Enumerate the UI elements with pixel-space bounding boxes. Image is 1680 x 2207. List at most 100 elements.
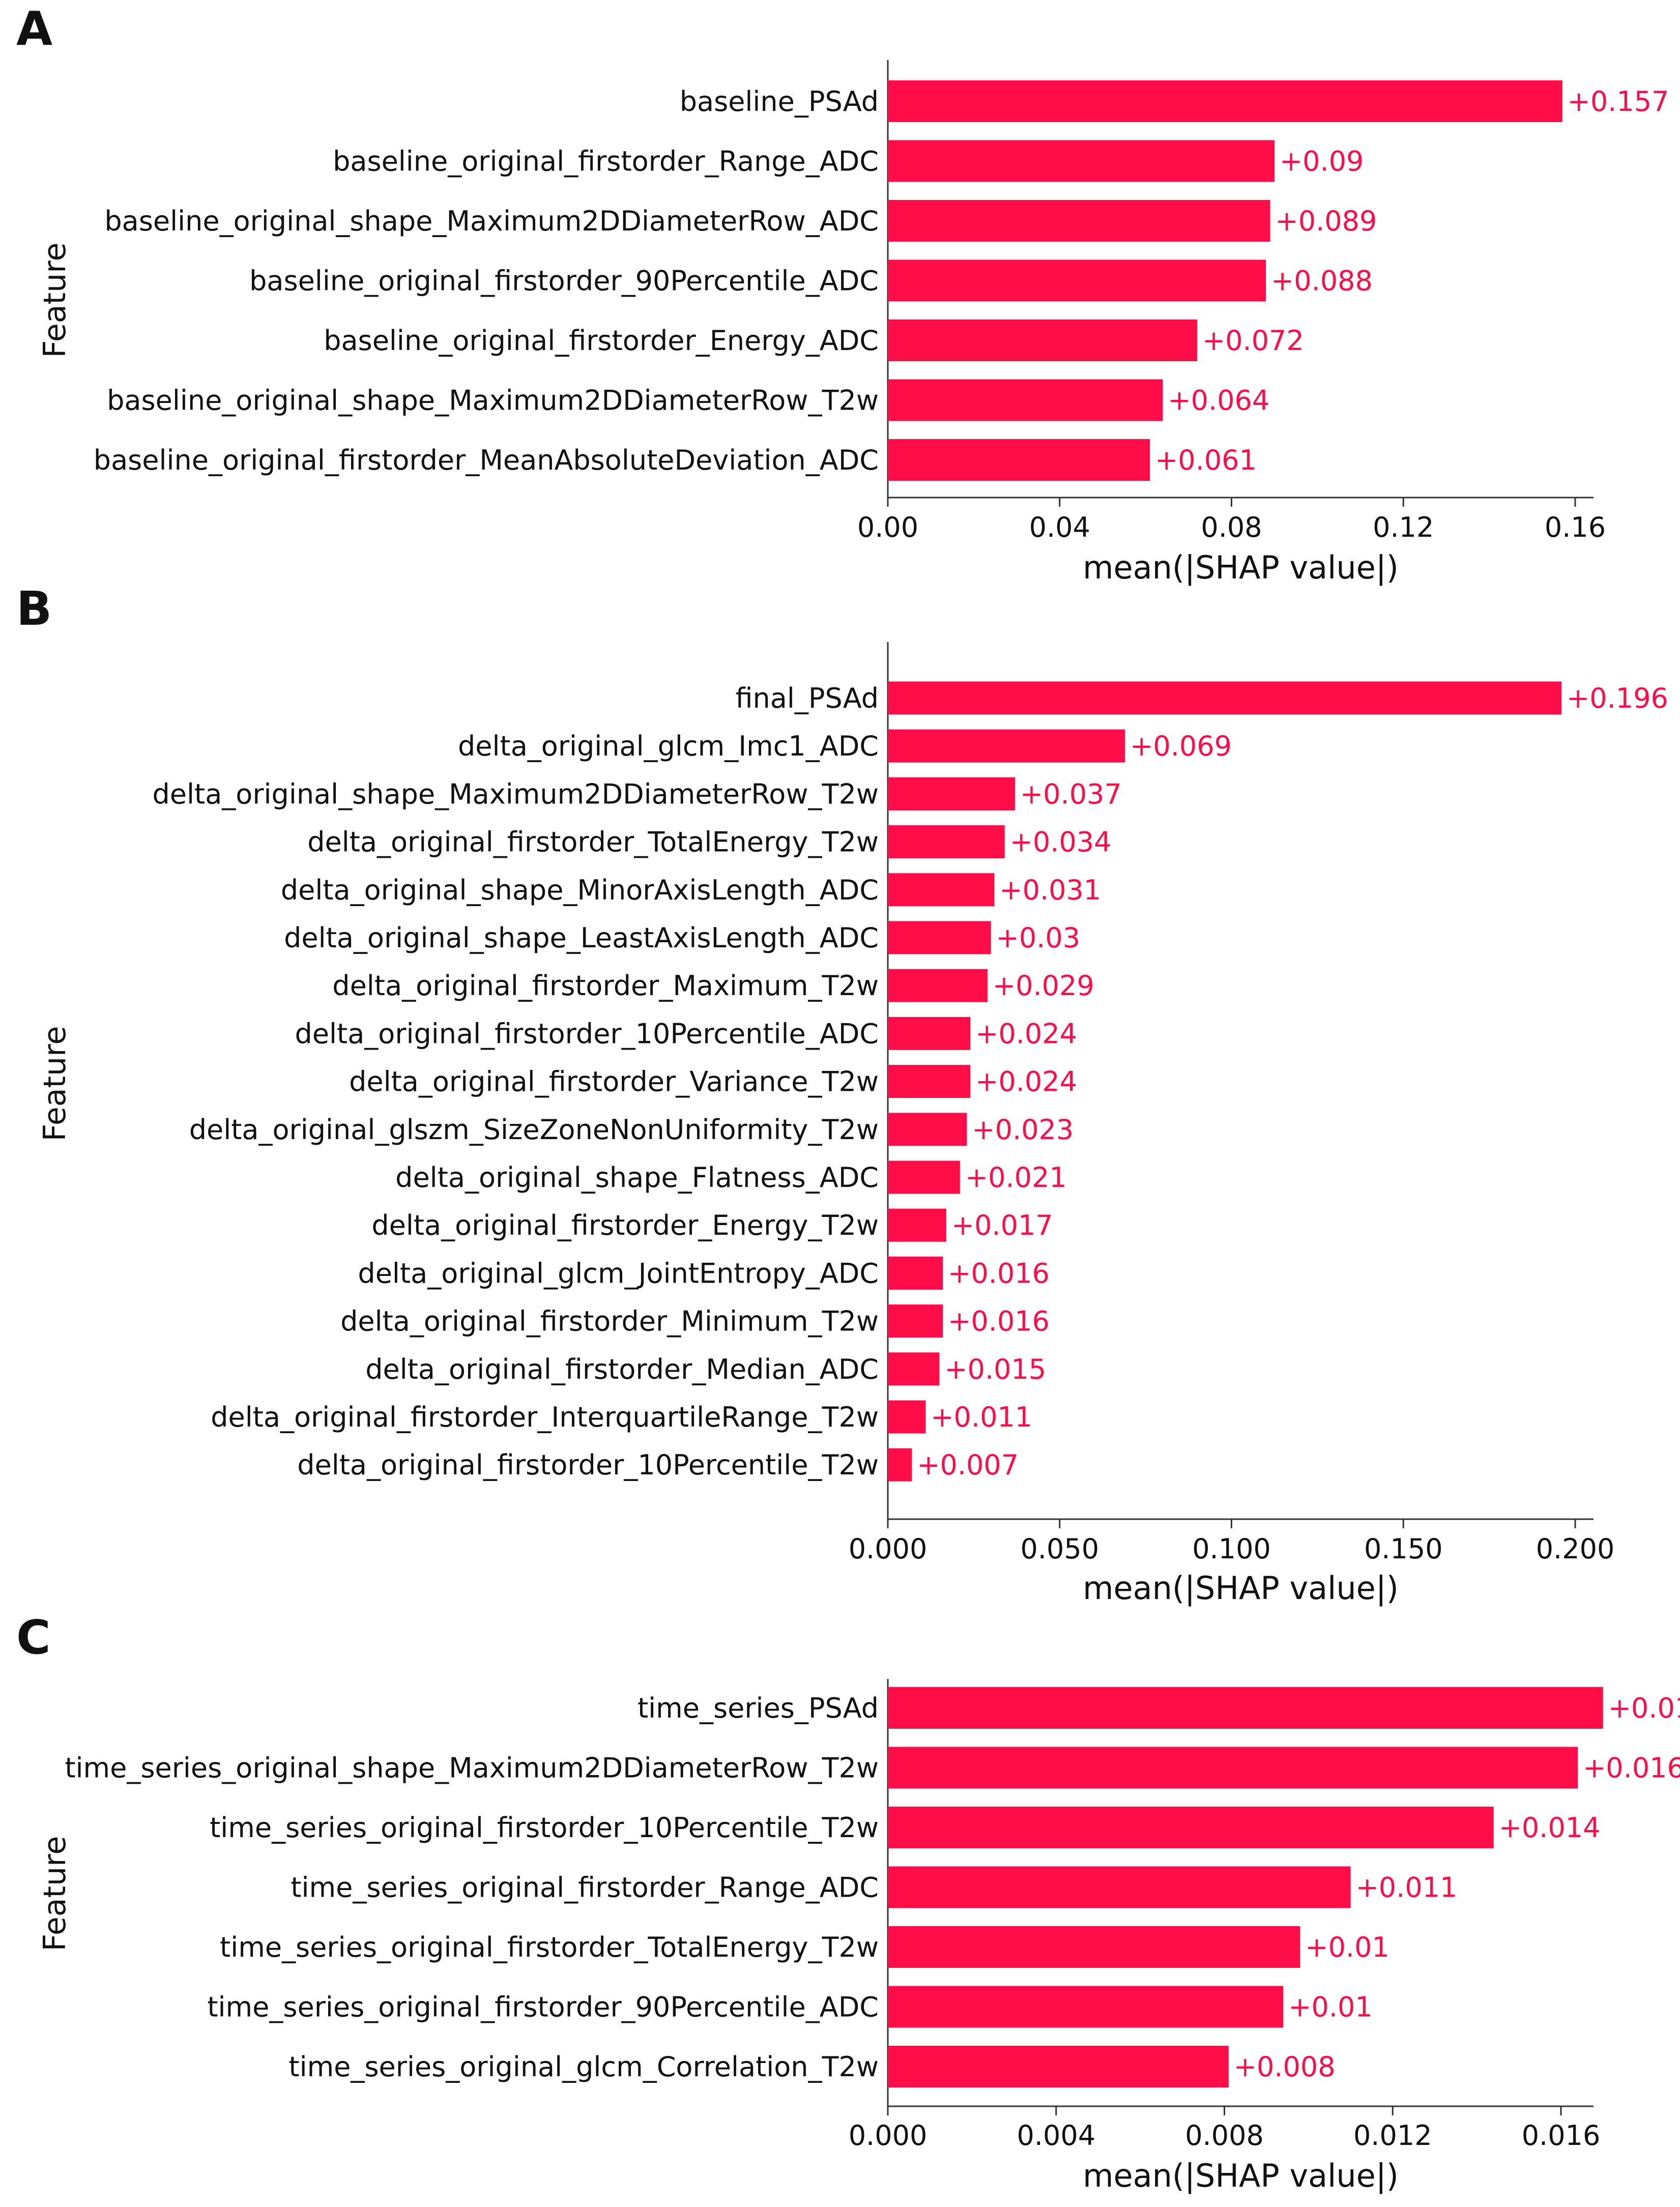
feature-label: baseline_original_shape_Maximum2DDiamete…	[104, 205, 879, 237]
bar	[888, 921, 991, 954]
value-label: +0.011	[931, 1401, 1032, 1433]
x-tick-label: 0.050	[1020, 1533, 1099, 1565]
feature-label: delta_original_firstorder_TotalEnergy_T2…	[307, 826, 879, 858]
feature-label: delta_original_shape_MinorAxisLength_ADC	[281, 874, 879, 906]
bar	[888, 729, 1125, 763]
bar	[888, 439, 1150, 481]
feature-label: baseline_original_firstorder_90Percentil…	[249, 265, 879, 297]
value-label: +0.157	[1568, 85, 1669, 118]
x-tick-label: 0.08	[1201, 511, 1262, 543]
bar	[888, 80, 1562, 122]
bar	[888, 140, 1275, 182]
shap-panel-c: C Feature 0.000 0.004 0.008 0.012 0.016 mean(|S…	[16, 1610, 1680, 2195]
x-tick-label: 0.00	[857, 511, 918, 543]
bar	[888, 1866, 1351, 1908]
x-tick-label: 0.150	[1364, 1533, 1443, 1565]
value-label: +0.03	[996, 922, 1080, 954]
feature-label: delta_original_glszm_SizeZoneNonUniformi…	[189, 1114, 879, 1146]
bar	[888, 873, 995, 907]
x-tick-label: 0.000	[849, 2119, 928, 2152]
feature-label: delta_original_firstorder_Minimum_T2w	[340, 1305, 879, 1338]
feature-label: time_series_original_glcm_Correlation_T2…	[288, 2051, 879, 2083]
value-label: +0.011	[1356, 1872, 1458, 1904]
x-tick-label: 0.16	[1545, 511, 1606, 543]
value-label: +0.014	[1499, 1812, 1601, 1844]
x-axis-label: mean(|SHAP value|)	[1083, 2157, 1399, 2195]
value-label: +0.196	[1567, 682, 1668, 714]
value-label: +0.007	[917, 1449, 1019, 1481]
x-tick-label: 0.12	[1373, 511, 1434, 543]
value-label: +0.061	[1155, 444, 1257, 476]
feature-label: delta_original_firstorder_Maximum_T2w	[332, 970, 879, 1002]
value-label: +0.017	[951, 1209, 1053, 1241]
x-tick-label: 0.008	[1185, 2119, 1264, 2152]
value-label: +0.015	[944, 1353, 1046, 1385]
bar	[888, 1687, 1603, 1729]
y-axis-label: Feature	[37, 1026, 73, 1142]
feature-label: time_series_original_firstorder_10Percen…	[210, 1812, 879, 1844]
value-label: +0.029	[993, 970, 1094, 1002]
value-label: +0.016	[948, 1257, 1050, 1289]
bar	[888, 200, 1270, 242]
bar	[888, 969, 988, 1002]
x-axis-label: mean(|SHAP value|)	[1083, 1570, 1399, 1607]
x-tick-label: 0.04	[1029, 511, 1090, 543]
value-label: +0.037	[1020, 778, 1122, 810]
bar	[888, 1160, 960, 1194]
value-label: +0.072	[1202, 325, 1304, 357]
feature-label: baseline_original_firstorder_MeanAbsolut…	[94, 444, 879, 476]
bar	[888, 320, 1197, 361]
feature-label: delta_original_firstorder_Median_ADC	[365, 1353, 879, 1385]
feature-label: delta_original_firstorder_Energy_T2w	[371, 1209, 879, 1241]
bar	[888, 259, 1266, 302]
x-tick-label: 0.000	[849, 1533, 928, 1565]
value-label: +0.064	[1168, 385, 1269, 417]
shap-panel-b: B Feature 0.000 0.050 0.100 0.150 0.200 mean(|S…	[16, 582, 1668, 1607]
feature-label: baseline_original_shape_Maximum2DDiamete…	[107, 385, 879, 417]
bar	[888, 1017, 971, 1050]
feature-label: baseline_PSAd	[680, 85, 879, 118]
bar	[888, 1065, 971, 1098]
value-label: +0.088	[1271, 265, 1373, 297]
panel-label: B	[16, 582, 52, 636]
bar	[888, 825, 1005, 859]
value-label: +0.016	[948, 1305, 1050, 1338]
feature-label: delta_original_firstorder_10Percentile_A…	[295, 1018, 879, 1050]
feature-label: time_series_PSAd	[638, 1692, 879, 1724]
feature-label: delta_original_glcm_Imc1_ADC	[458, 730, 879, 762]
feature-label: delta_original_shape_Flatness_ADC	[395, 1161, 879, 1194]
feature-label: delta_original_shape_LeastAxisLength_ADC	[284, 922, 879, 954]
bar	[888, 1208, 946, 1242]
bar	[888, 379, 1163, 421]
feature-label: delta_original_glcm_JointEntropy_ADC	[358, 1257, 879, 1289]
bar	[888, 1747, 1578, 1789]
bar	[888, 1807, 1494, 1848]
bar	[888, 777, 1015, 810]
feature-label: delta_original_shape_Maximum2DDiameterRo…	[153, 778, 879, 810]
value-label: +0.01	[1288, 1991, 1372, 2023]
shap-panel-a: A Feature 0.00 0.04 0.08 0.12 0.16 mean(|SHAP v…	[16, 2, 1669, 587]
feature-label: delta_original_firstorder_InterquartileR…	[211, 1401, 879, 1433]
panel-label: C	[16, 1610, 51, 1665]
value-label: +0.021	[965, 1161, 1067, 1194]
value-label: +0.017	[1608, 1692, 1680, 1724]
x-tick-label: 0.016	[1522, 2119, 1601, 2152]
feature-label: delta_original_firstorder_10Percentile_T…	[297, 1449, 879, 1481]
value-label: +0.024	[975, 1066, 1077, 1098]
feature-label: time_series_original_shape_Maximum2DDiam…	[65, 1752, 879, 1784]
y-axis-label: Feature	[37, 243, 73, 358]
x-tick-label: 0.200	[1536, 1533, 1615, 1565]
panel-label: A	[16, 2, 52, 56]
y-axis-label: Feature	[37, 1836, 73, 1952]
feature-label: time_series_original_firstorder_TotalEne…	[220, 1931, 879, 1963]
value-label: +0.069	[1130, 730, 1232, 762]
feature-label: final_PSAd	[736, 682, 879, 714]
feature-label: delta_original_firstorder_Variance_T2w	[349, 1066, 879, 1098]
x-axis-label: mean(|SHAP value|)	[1083, 549, 1399, 587]
value-label: +0.023	[972, 1114, 1074, 1146]
value-label: +0.01	[1305, 1931, 1389, 1963]
value-label: +0.089	[1275, 205, 1377, 237]
bar	[888, 1400, 926, 1434]
value-label: +0.031	[999, 874, 1101, 906]
